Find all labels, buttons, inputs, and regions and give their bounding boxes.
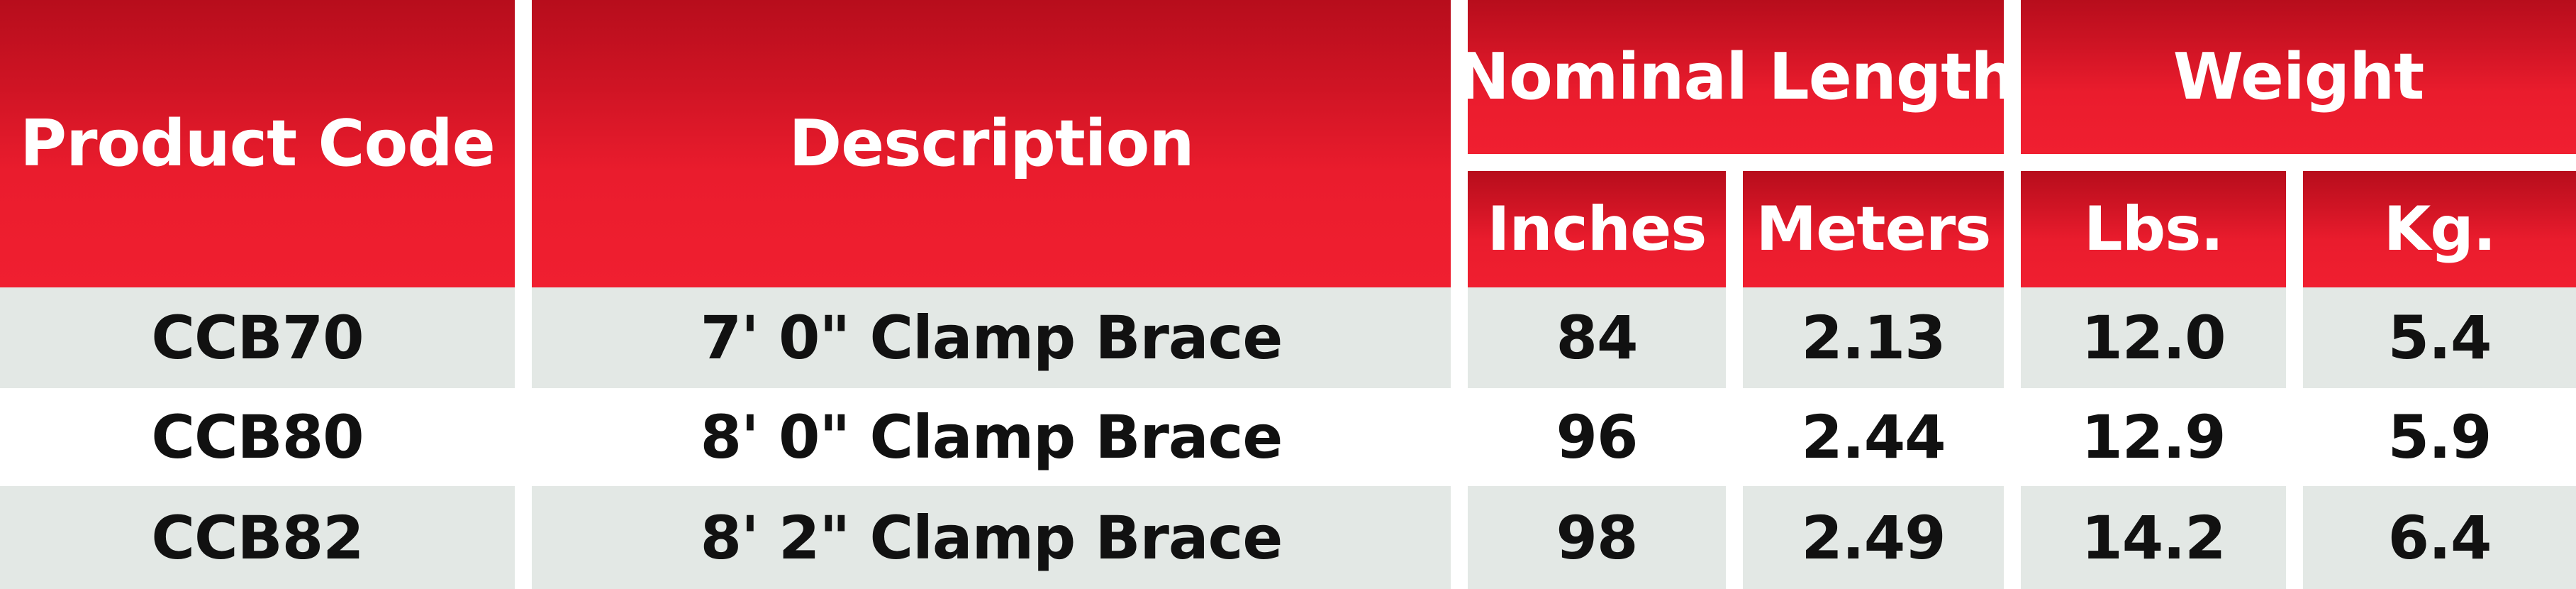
column-divider xyxy=(515,0,532,589)
header-nominal-length: Nominal Length xyxy=(1456,0,2016,154)
header-product-code: Product Code xyxy=(0,0,515,287)
header-kg: Kg. xyxy=(2303,171,2576,287)
table-row-background xyxy=(0,287,2576,388)
header-weight: Weight xyxy=(2021,0,2576,154)
cell-inches: 84 xyxy=(1556,303,1639,373)
cell-description: 8' 2" Clamp Brace xyxy=(700,502,1283,573)
column-divider xyxy=(2004,0,2021,589)
cell-inches: 96 xyxy=(1556,402,1639,472)
cell-description: 8' 0" Clamp Brace xyxy=(700,402,1283,472)
cell-meters: 2.49 xyxy=(1801,502,1946,573)
table-row-background xyxy=(0,388,2576,486)
header-inches: Inches xyxy=(1468,171,1726,287)
header-description: Description xyxy=(532,0,1451,287)
cell-meters: 2.44 xyxy=(1801,402,1946,472)
cell-product-code: CCB82 xyxy=(151,502,364,573)
column-divider xyxy=(1451,0,1468,589)
cell-kg: 5.9 xyxy=(2387,402,2492,472)
table-row-background xyxy=(0,486,2576,589)
cell-inches: 98 xyxy=(1556,502,1639,573)
header-meters: Meters xyxy=(1743,171,2004,287)
cell-lbs: 14.2 xyxy=(2081,502,2226,573)
header-lbs: Lbs. xyxy=(2021,171,2286,287)
column-divider xyxy=(2286,171,2303,589)
cell-lbs: 12.9 xyxy=(2081,402,2226,472)
cell-product-code: CCB80 xyxy=(151,402,364,472)
cell-description: 7' 0" Clamp Brace xyxy=(700,303,1283,373)
cell-lbs: 12.0 xyxy=(2081,303,2226,373)
cell-meters: 2.13 xyxy=(1801,303,1946,373)
cell-product-code: CCB70 xyxy=(151,303,364,373)
cell-kg: 6.4 xyxy=(2387,502,2492,573)
cell-kg: 5.4 xyxy=(2387,303,2492,373)
column-divider xyxy=(1726,171,1743,589)
